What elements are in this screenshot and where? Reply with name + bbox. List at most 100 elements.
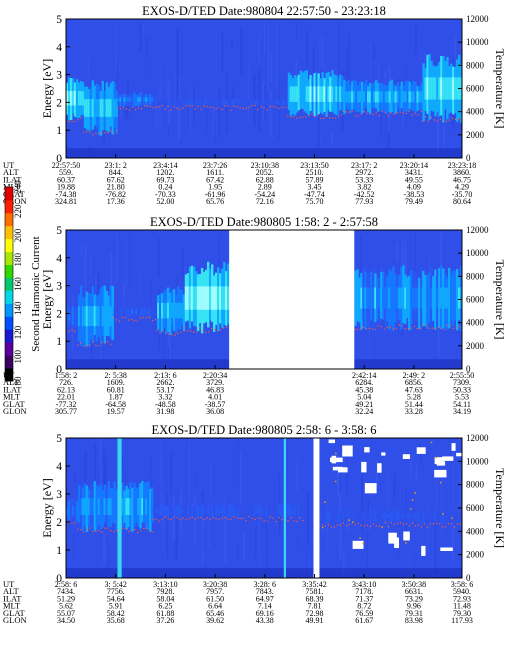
colorbar-swatch (5, 355, 13, 369)
intensity-core (213, 508, 216, 514)
noise-stripe (380, 103, 382, 139)
temperature-point (417, 114, 419, 116)
data-dropout (388, 532, 397, 544)
intensity-core (87, 498, 91, 515)
intensity-core (101, 306, 104, 327)
intensity-core (446, 77, 449, 100)
noise-stripe (108, 542, 110, 572)
temperature-point (215, 517, 217, 520)
temperature-point (101, 132, 103, 134)
intensity-core (123, 498, 126, 515)
intensity-core (97, 498, 101, 515)
temperature-point (110, 130, 112, 132)
ephemeris-cell: 3:50:38 (402, 580, 426, 589)
intensity-core (133, 310, 136, 314)
ephemeris-cell: 71.37 (355, 594, 373, 603)
intensity-core (379, 514, 383, 519)
ephemeris-cell: -35.70 (452, 190, 473, 199)
intensity-core (79, 498, 83, 515)
ephemeris-row-label: MLT (3, 601, 21, 611)
temperature-point (121, 316, 124, 318)
ephemeris-cell: 3.32 (158, 393, 172, 402)
ephemeris-cell: 69.73 (156, 175, 174, 184)
temperature-point (148, 316, 151, 319)
data-dropout (416, 447, 426, 454)
ephemeris-cell: 73.29 (405, 594, 423, 603)
noise-stripe (312, 48, 315, 92)
intensity-core (115, 310, 118, 314)
noise-stripe (443, 125, 445, 150)
noise-stripe (361, 464, 364, 531)
temperature-point (122, 106, 125, 109)
ephemeris-cell: -76.82 (105, 190, 126, 199)
intensity-core (293, 86, 297, 102)
ephemeris-cell: 7843. (256, 587, 274, 596)
temperature-point (381, 110, 383, 113)
ephemeris-cell: 2:58: 6 (55, 580, 77, 589)
ephemeris-cell: 35.68 (107, 616, 125, 625)
intensity-core (329, 514, 332, 519)
noise-stripe (177, 94, 178, 150)
ephemeris-row-label: MLT (3, 392, 21, 402)
intensity-core (188, 286, 192, 310)
y2-tick-label: 2000 (466, 550, 485, 560)
noise-stripe (99, 344, 102, 359)
intensity-core (159, 302, 162, 319)
temperature-point (302, 520, 304, 522)
temperature-point (305, 116, 307, 118)
ephemeris-cell: 1.95 (208, 183, 222, 192)
intensity-core (394, 287, 397, 309)
noise-stripe (414, 232, 416, 280)
colorbar: 80 100 120 140 160 180 200 220 240 Second Harmoni… (4, 180, 42, 386)
ephemeris-cell: 7178. (355, 587, 373, 596)
temperature-point (351, 110, 353, 113)
ephemeris-cell: 49.21 (355, 400, 373, 409)
dropout-edge (435, 456, 437, 459)
intensity-core (195, 101, 198, 104)
intensity-core (161, 508, 164, 514)
intensity-core (410, 91, 413, 103)
intensity-core (402, 91, 405, 103)
temperature-point (182, 107, 184, 109)
noise-stripe (306, 527, 308, 576)
intensity-core (191, 101, 194, 104)
intensity-core (143, 310, 146, 314)
temperature-point (77, 119, 79, 121)
dropout-edge (335, 480, 337, 483)
intensity-core (271, 101, 275, 104)
ephemeris-cell: 36.08 (206, 407, 224, 416)
noise-stripe (140, 270, 141, 294)
temperature-point (257, 108, 259, 111)
intensity-core (91, 99, 95, 117)
temperature-point (360, 113, 362, 115)
ephemeris-cell: 46.83 (206, 385, 224, 394)
intensity-core (428, 77, 431, 100)
intensity-core (255, 101, 258, 104)
temperature-point (248, 516, 250, 518)
intensity-core (443, 514, 447, 519)
temperature-point (342, 110, 344, 112)
noise-stripe (120, 106, 122, 119)
noise-stripe (368, 541, 370, 564)
temperature-point (110, 343, 112, 345)
ephemeris-cell: 69.16 (256, 609, 274, 618)
noise-stripe (319, 130, 321, 157)
intensity-core (203, 101, 206, 104)
noise-stripe (370, 40, 371, 96)
temperature-point (112, 316, 115, 319)
noise-stripe (459, 471, 461, 523)
temperature-point (428, 327, 430, 329)
intensity-core (407, 514, 411, 519)
data-dropout (440, 547, 453, 551)
intensity-core (400, 287, 403, 309)
intensity-core (265, 101, 269, 104)
colorbar-tick-label: 140 (13, 301, 23, 315)
temperature-point (152, 106, 154, 109)
intensity-core (109, 498, 112, 515)
temperature-point (456, 523, 459, 525)
intensity-core (147, 498, 150, 515)
intensity-core (403, 514, 407, 519)
temperature-point (116, 529, 118, 532)
temperature-point (263, 519, 265, 521)
intensity-core (404, 91, 407, 103)
